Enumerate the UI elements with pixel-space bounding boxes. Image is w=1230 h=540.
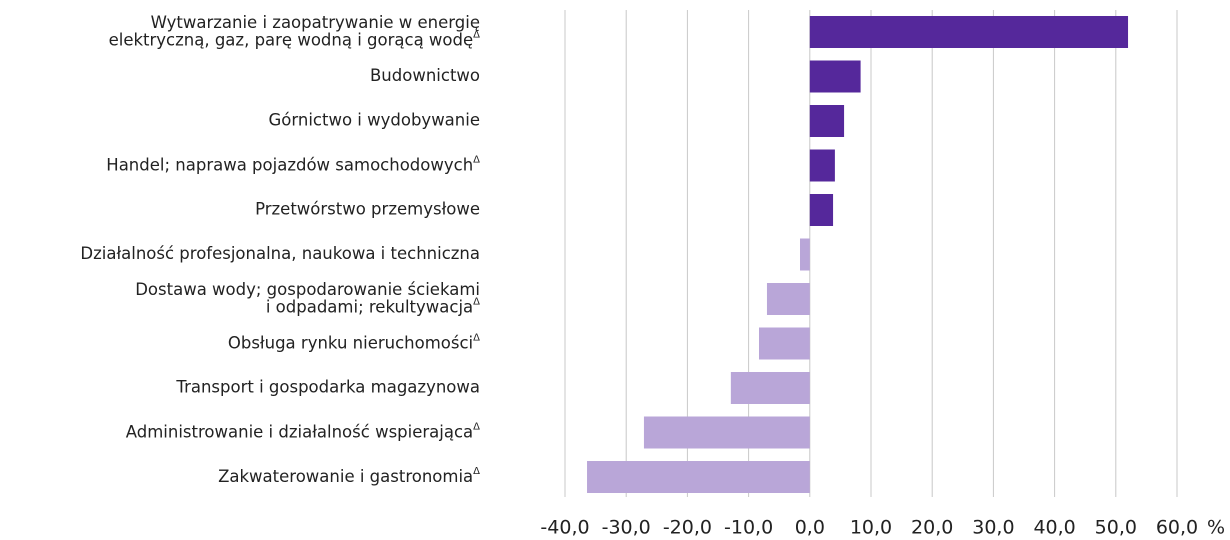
x-tick-label: 50,0 — [1095, 517, 1137, 539]
category-label: i odpadami; rekultywacjaΔ — [266, 297, 480, 317]
x-tick-label: -40,0 — [540, 517, 589, 539]
category-label: Dostawa wody; gospodarowanie ściekami — [135, 280, 480, 299]
category-label: elektryczną, gaz, parę wodną i gorącą wo… — [109, 30, 481, 50]
bar — [759, 327, 810, 360]
x-tick-label: -20,0 — [663, 517, 712, 539]
x-tick-label: 60,0 — [1156, 517, 1198, 539]
bar — [643, 416, 810, 449]
bar — [766, 283, 810, 315]
x-tick-label: 30,0 — [972, 517, 1014, 539]
category-label: Administrowanie i działalność wspierając… — [126, 422, 480, 442]
bar — [587, 461, 810, 493]
x-unit: % — [1207, 517, 1225, 539]
category-label: Działalność profesjonalna, naukowa i tec… — [80, 244, 480, 263]
category-label: Przetwórstwo przemysłowe — [255, 200, 480, 219]
x-tick-label: -30,0 — [602, 517, 651, 539]
category-label: Transport i gospodarka magazynowa — [175, 378, 480, 397]
category-label: Budownictwo — [370, 66, 480, 85]
bar — [809, 149, 835, 182]
bar — [730, 372, 810, 404]
category-label: Górnictwo i wydobywanie — [269, 111, 481, 130]
x-tick-label: -10,0 — [724, 517, 773, 539]
x-tick-label: 10,0 — [850, 517, 892, 539]
category-label: Zakwaterowanie i gastronomiaΔ — [218, 466, 480, 486]
bar — [800, 238, 810, 271]
bar — [809, 194, 834, 226]
category-label: Obsługa rynku nieruchomościΔ — [228, 333, 480, 353]
category-label: Wytwarzanie i zaopatrywanie w energię — [151, 13, 480, 32]
x-tick-label: 40,0 — [1033, 517, 1075, 539]
bar — [809, 16, 1129, 48]
bar — [809, 60, 861, 93]
x-tick-label: 20,0 — [911, 517, 953, 539]
category-label: Handel; naprawa pojazdów samochodowychΔ — [106, 155, 480, 175]
x-tick-label: 0,0 — [795, 517, 825, 539]
bar — [809, 105, 845, 137]
